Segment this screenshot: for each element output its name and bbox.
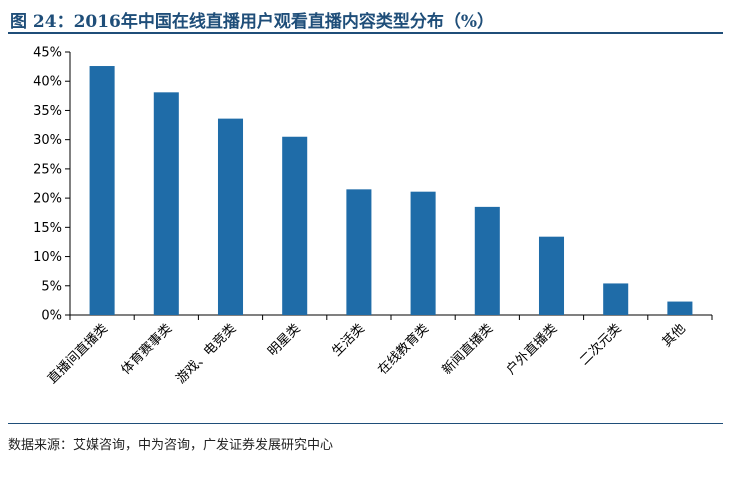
title-bar: 图 24：2016年中国在线直播用户观看直播内容类型分布（%） bbox=[8, 4, 723, 34]
y-tick-label: 25% bbox=[33, 162, 62, 177]
category-label: 新闻直播类 bbox=[439, 321, 496, 378]
y-tick-label: 45% bbox=[33, 46, 62, 61]
y-tick-label: 30% bbox=[33, 133, 62, 148]
x-axis bbox=[69, 314, 713, 320]
bar bbox=[667, 301, 693, 315]
bar bbox=[282, 136, 308, 315]
y-tick-label: 5% bbox=[41, 279, 62, 294]
category-label: 二次元类 bbox=[576, 321, 624, 369]
y-tick-label: 20% bbox=[33, 192, 62, 207]
bar-chart: 0% 5% 10% 15% 20% 25% 30% 35% 40% 45% 直播间直播类 体育赛事类… bbox=[33, 46, 713, 387]
y-tick-label: 40% bbox=[33, 75, 62, 90]
category-label: 生活类 bbox=[330, 321, 368, 359]
y-tick-label: 15% bbox=[33, 221, 62, 236]
bar bbox=[538, 236, 565, 315]
footer: 数据来源：艾媒咨询，中为咨询，广发证券发展研究中心 bbox=[8, 423, 723, 453]
category-label: 户外直播类 bbox=[503, 321, 560, 378]
source-note: 数据来源：艾媒咨询，中为咨询，广发证券发展研究中心 bbox=[8, 438, 334, 453]
y-tick-label: 10% bbox=[33, 250, 62, 265]
y-tick-label: 35% bbox=[33, 104, 62, 119]
bar bbox=[474, 206, 500, 315]
bar bbox=[603, 283, 629, 315]
bar bbox=[153, 92, 179, 316]
category-label: 体育赛事类 bbox=[118, 321, 175, 378]
category-label: 直播间直播类 bbox=[45, 321, 111, 387]
category-label: 明星类 bbox=[265, 321, 303, 359]
bars bbox=[89, 66, 693, 316]
chart-title: 图 24：2016年中国在线直播用户观看直播内容类型分布（%） bbox=[10, 12, 495, 32]
y-axis: 0% 5% 10% 15% 20% 25% 30% 35% 40% 45% bbox=[33, 46, 71, 324]
bar bbox=[410, 191, 436, 315]
y-tick-label: 0% bbox=[41, 309, 62, 324]
bar bbox=[217, 118, 244, 315]
category-label: 在线教育类 bbox=[375, 321, 432, 378]
bar bbox=[89, 66, 115, 315]
bar bbox=[346, 189, 372, 315]
category-label: 其他 bbox=[660, 321, 689, 350]
category-label: 游戏、电竞类 bbox=[173, 321, 239, 387]
